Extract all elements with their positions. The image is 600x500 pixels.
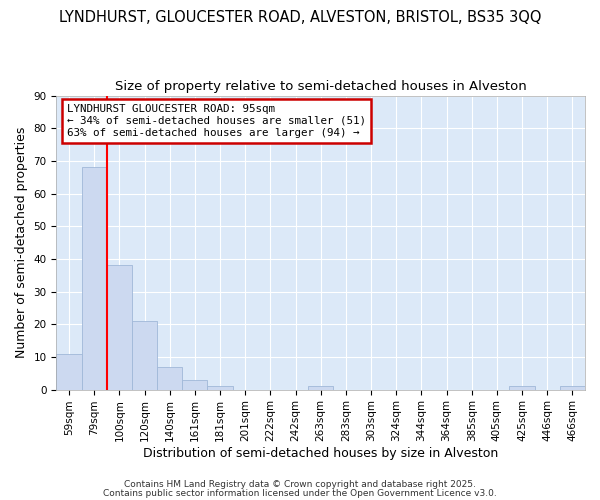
Bar: [208, 386, 233, 390]
Bar: [56, 354, 82, 390]
Bar: [107, 266, 132, 390]
Bar: [157, 366, 182, 390]
Bar: [560, 386, 585, 390]
Bar: [308, 386, 333, 390]
Text: LYNDHURST, GLOUCESTER ROAD, ALVESTON, BRISTOL, BS35 3QQ: LYNDHURST, GLOUCESTER ROAD, ALVESTON, BR…: [59, 10, 541, 25]
X-axis label: Distribution of semi-detached houses by size in Alveston: Distribution of semi-detached houses by …: [143, 447, 499, 460]
Bar: [82, 168, 107, 390]
Text: Contains public sector information licensed under the Open Government Licence v3: Contains public sector information licen…: [103, 488, 497, 498]
Text: Contains HM Land Registry data © Crown copyright and database right 2025.: Contains HM Land Registry data © Crown c…: [124, 480, 476, 489]
Bar: [132, 321, 157, 390]
Bar: [509, 386, 535, 390]
Y-axis label: Number of semi-detached properties: Number of semi-detached properties: [15, 127, 28, 358]
Title: Size of property relative to semi-detached houses in Alveston: Size of property relative to semi-detach…: [115, 80, 527, 93]
Text: LYNDHURST GLOUCESTER ROAD: 95sqm
← 34% of semi-detached houses are smaller (51)
: LYNDHURST GLOUCESTER ROAD: 95sqm ← 34% o…: [67, 104, 366, 138]
Bar: [182, 380, 208, 390]
